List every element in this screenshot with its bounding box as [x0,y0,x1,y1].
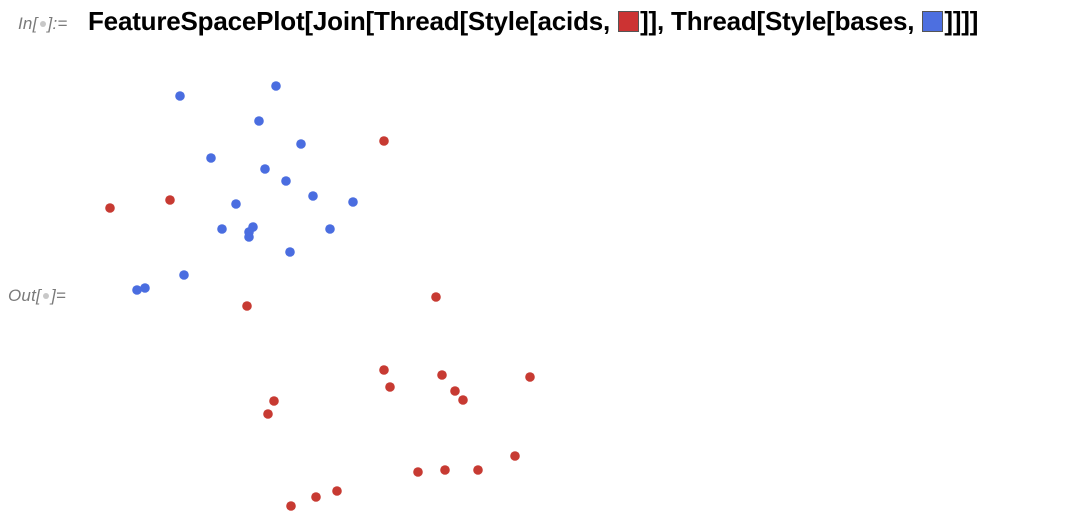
scatter-point-series1 [311,492,321,502]
scatter-point-series1 [385,382,395,392]
scatter-point-series2 [348,197,358,207]
input-cell-label: In[]:= [18,14,68,33]
cell-number-placeholder-icon [42,292,49,299]
scatter-point-series1 [379,365,389,375]
scatter-point-series1 [450,386,460,396]
cell-number-placeholder-icon [39,20,46,27]
scatter-point-series2 [206,153,216,163]
scatter-point-series1 [473,465,483,475]
scatter-point-series2 [281,176,291,186]
scatter-point-series2 [244,227,254,237]
scatter-point-series1 [379,136,389,146]
scatter-point-series2 [308,191,318,201]
scatter-point-series2 [244,232,254,242]
scatter-point-series2 [140,283,150,293]
scatter-point-series1 [437,370,447,380]
scatter-point-series1 [286,501,296,511]
scatter-point-series2 [285,247,295,257]
code-segment-1: FeatureSpacePlot[Join[Thread[Style[acids… [88,6,618,36]
red-color-swatch-icon [618,11,640,32]
scatter-point-series2 [248,222,258,232]
scatter-point-series2 [231,199,241,209]
scatter-point-series2 [271,81,281,91]
scatter-point-series1 [332,486,342,496]
scatter-point-series2 [175,91,185,101]
scatter-point-series2 [296,139,306,149]
scatter-point-series1 [165,195,175,205]
scatter-point-series1 [525,372,535,382]
scatter-point-series1 [269,396,279,406]
scatter-point-series2 [325,224,335,234]
scatter-point-series1 [510,451,520,461]
scatter-point-series1 [431,292,441,302]
output-cell-label: Out[]= [8,286,66,305]
scatter-point-series1 [242,301,252,311]
code-segment-3: ]]]] [944,6,979,36]
input-cell-code[interactable]: FeatureSpacePlot[Join[Thread[Style[acids… [88,6,1090,37]
scatter-point-series2 [217,224,227,234]
scatter-point-series2 [179,270,189,280]
scatter-point-series2 [260,164,270,174]
blue-color-swatch-icon [922,11,944,32]
scatter-point-series1 [413,467,423,477]
scatter-point-series2 [254,116,264,126]
scatter-point-series1 [263,409,273,419]
code-segment-2: ]], Thread[Style[bases, [640,6,922,36]
scatter-point-series1 [440,465,450,475]
scatter-point-series1 [105,203,115,213]
scatter-point-series2 [132,285,142,295]
scatter-point-series1 [458,395,468,405]
